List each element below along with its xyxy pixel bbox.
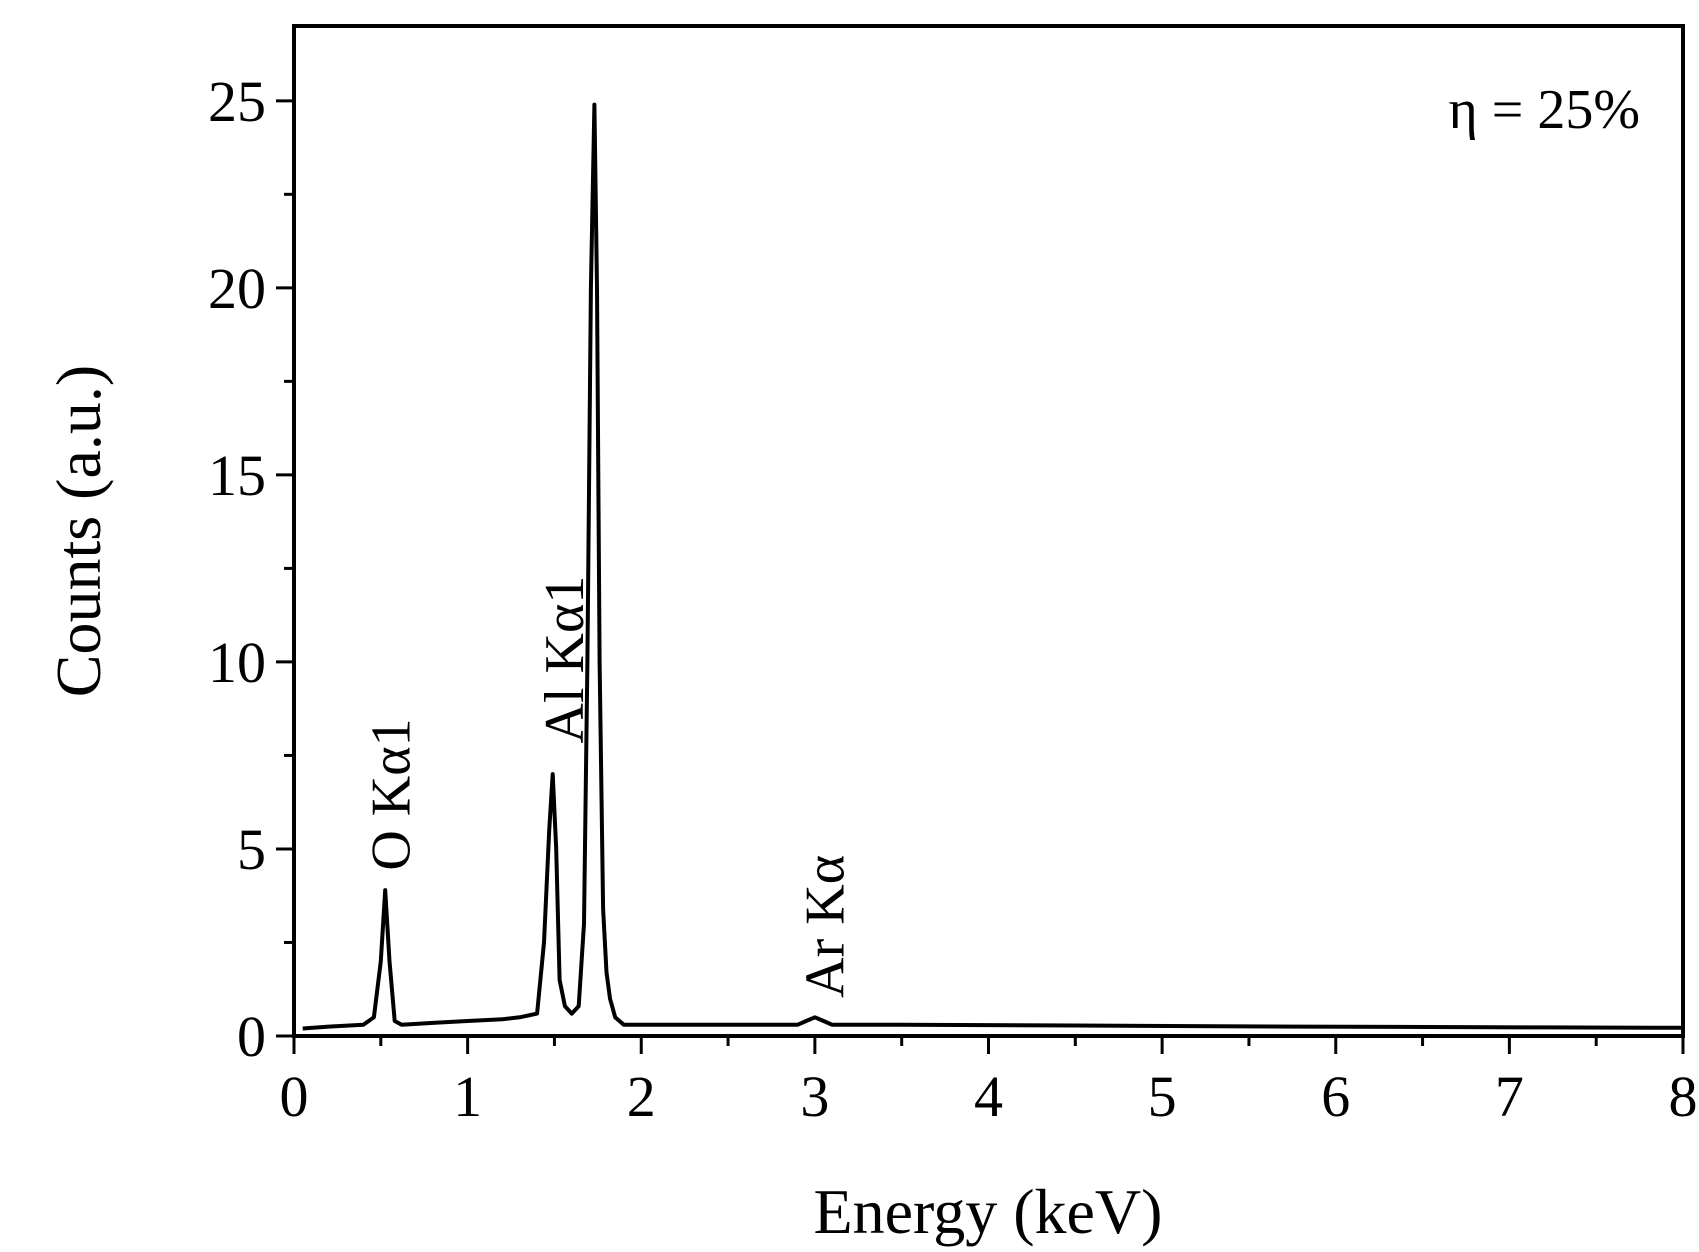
y-tick-label: 20 <box>208 256 266 321</box>
y-tick-labels: 0 5 10 15 20 25 <box>208 69 266 1069</box>
x-tick-label: 5 <box>1148 1064 1177 1129</box>
x-tick-label: 7 <box>1495 1064 1524 1129</box>
y-tick-label: 25 <box>208 69 266 134</box>
eta-annotation: η = 25% <box>1448 79 1640 141</box>
y-tick-label: 15 <box>208 443 266 508</box>
x-axis-label: Energy (keV) <box>814 1176 1163 1247</box>
x-tick-label: 8 <box>1669 1064 1698 1129</box>
peak-labels: O Kα1 Al Kα1 Ar Kα <box>360 576 856 998</box>
y-axis-label: Counts (a.u.) <box>43 365 114 697</box>
peak-label: Al Kα1 <box>534 576 596 744</box>
peak-label: O Kα1 <box>360 718 422 870</box>
y-tick-label: 0 <box>237 1004 266 1069</box>
axis-ticks <box>276 99 1685 1054</box>
peak-label: Ar Kα <box>795 855 857 998</box>
spectrum-line <box>302 102 1684 1031</box>
x-tick-label: 0 <box>280 1064 309 1129</box>
y-tick-label: 5 <box>237 817 266 882</box>
x-tick-label: 1 <box>453 1064 482 1129</box>
x-tick-label: 4 <box>974 1064 1003 1129</box>
plot-frame <box>292 24 1685 1038</box>
x-tick-labels: 0 1 2 3 4 5 6 7 8 <box>280 1064 1698 1129</box>
x-tick-label: 6 <box>1321 1064 1350 1129</box>
x-tick-label: 2 <box>627 1064 656 1129</box>
y-tick-label: 10 <box>208 630 266 695</box>
x-tick-label: 3 <box>800 1064 829 1129</box>
